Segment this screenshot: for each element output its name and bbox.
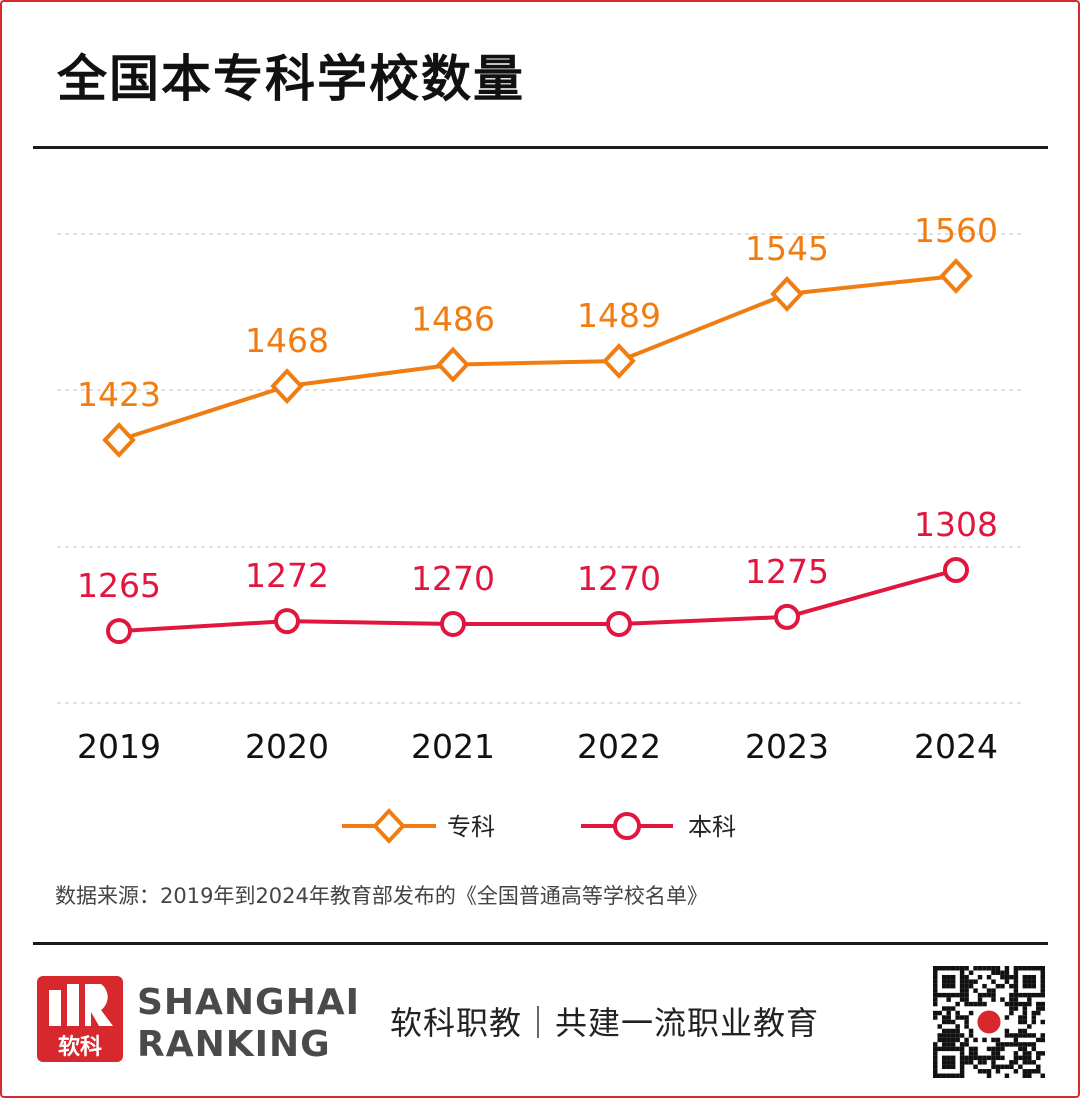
legend-item-0: 专科 xyxy=(342,808,495,844)
legend-label: 本科 xyxy=(688,813,736,841)
data-point xyxy=(102,422,136,458)
data-label: 1308 xyxy=(914,505,998,544)
footer-slogan: 软科职教｜共建一流职业教育 xyxy=(390,1004,820,1042)
footer-divider xyxy=(33,942,1048,945)
page-title: 全国本专科学校数量 xyxy=(57,50,525,108)
data-point xyxy=(270,368,304,405)
tick-label: 2020 xyxy=(245,727,329,766)
tick-label: 2019 xyxy=(77,727,161,766)
x-axis-labels: 2019 2020 2021 2022 2023 2024 xyxy=(77,727,998,766)
brand-line-1: SHANGHAI xyxy=(137,982,360,1023)
data-point xyxy=(774,603,800,630)
shanghai-ranking-logo: 软科 xyxy=(37,976,123,1062)
data-point xyxy=(943,557,969,583)
title-divider xyxy=(33,146,1048,149)
series-1: 1265 1272 1270 1270 1275 1308 xyxy=(77,505,998,645)
series-line xyxy=(118,568,957,634)
tick-label: 2024 xyxy=(914,727,998,766)
legend-item-1: 本科 xyxy=(581,812,736,841)
data-label: 1270 xyxy=(577,559,661,598)
data-label: 1560 xyxy=(914,211,998,250)
series-0: 1423 1468 1486 1489 1545 1560 xyxy=(77,211,998,458)
brand-name: SHANGHAI RANKING xyxy=(137,982,360,1066)
data-point xyxy=(939,258,973,294)
logo-text-cn: 软科 xyxy=(58,1034,102,1060)
data-label: 1265 xyxy=(77,566,161,605)
legend-marker xyxy=(372,808,406,844)
data-label: 1423 xyxy=(77,375,161,414)
data-point xyxy=(606,611,632,637)
qr-code[interactable] xyxy=(933,966,1045,1078)
data-point xyxy=(440,611,466,637)
tick-label: 2022 xyxy=(577,727,661,766)
qr-center-logo xyxy=(974,1007,1004,1037)
data-label: 1275 xyxy=(745,552,829,591)
legend-marker xyxy=(613,812,641,840)
tick-label: 2021 xyxy=(411,727,495,766)
tick-label: 2023 xyxy=(745,727,829,766)
data-label: 1272 xyxy=(245,556,329,595)
data-point xyxy=(770,276,804,312)
chart-grid xyxy=(57,233,1025,704)
data-label: 1489 xyxy=(577,296,661,335)
chart-legend: 专科 本科 xyxy=(342,808,736,844)
data-point xyxy=(106,618,132,645)
data-point xyxy=(436,346,470,383)
legend-label: 专科 xyxy=(447,813,495,841)
source-note: 数据来源：2019年到2024年教育部发布的《全国普通高等学校名单》 xyxy=(55,884,708,908)
chart-series: 1423 1468 1486 1489 1545 1560 1265 1272 1270 1270… xyxy=(77,211,998,645)
data-label: 1545 xyxy=(745,229,829,268)
data-point xyxy=(602,343,636,379)
data-label: 1468 xyxy=(245,321,329,360)
series-line xyxy=(118,274,957,442)
data-label: 1486 xyxy=(411,300,495,339)
data-point xyxy=(274,608,300,635)
brand-line-2: RANKING xyxy=(137,1024,331,1065)
data-label: 1270 xyxy=(411,559,495,598)
